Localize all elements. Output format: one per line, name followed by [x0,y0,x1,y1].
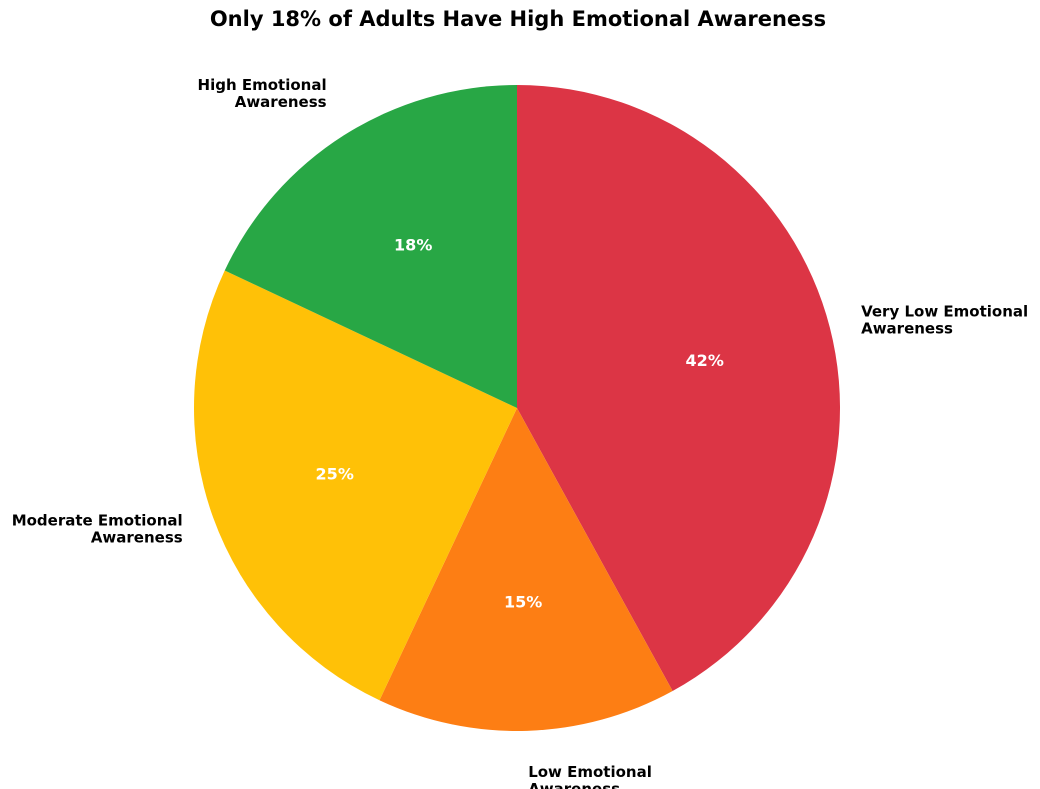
percentage-labels: 42% 15% 25% 18% [316,235,724,611]
pct-label-very-low-emotional-awareness: 42% [686,351,724,370]
slice-label-line: Moderate Emotional [12,511,183,529]
slice-label-line: High Emotional [198,76,327,94]
slice-label-line: Low Emotional [528,763,652,781]
pie-slice-very-low-emotional-awareness [517,85,841,692]
pie-slice-low-emotional-awareness [379,408,673,732]
pie-slice-high-emotional-awareness [224,84,518,408]
pct-label-high-emotional-awareness: 18% [394,235,432,254]
slice-label-line: Awareness [861,320,953,338]
slice-label-line: Awareness [235,93,327,111]
slice-label-line: Awareness [528,780,620,789]
pie-slices [193,84,841,732]
pie-slice-moderate-emotional-awareness [193,270,517,701]
slice-label-line: Very Low Emotional [861,303,1028,321]
slice-label-very-low-emotional-awareness: Very Low Emotional Awareness [861,303,1028,338]
pct-label-moderate-emotional-awareness: 25% [316,465,354,484]
pct-label-low-emotional-awareness: 15% [504,593,542,612]
slice-label-moderate-emotional-awareness: Moderate Emotional Awareness [12,511,183,546]
slice-label-line: Awareness [91,528,183,546]
slice-label-high-emotional-awareness: High Emotional Awareness [198,76,327,111]
chart-title: Only 18% of Adults Have High Emotional A… [210,7,826,31]
